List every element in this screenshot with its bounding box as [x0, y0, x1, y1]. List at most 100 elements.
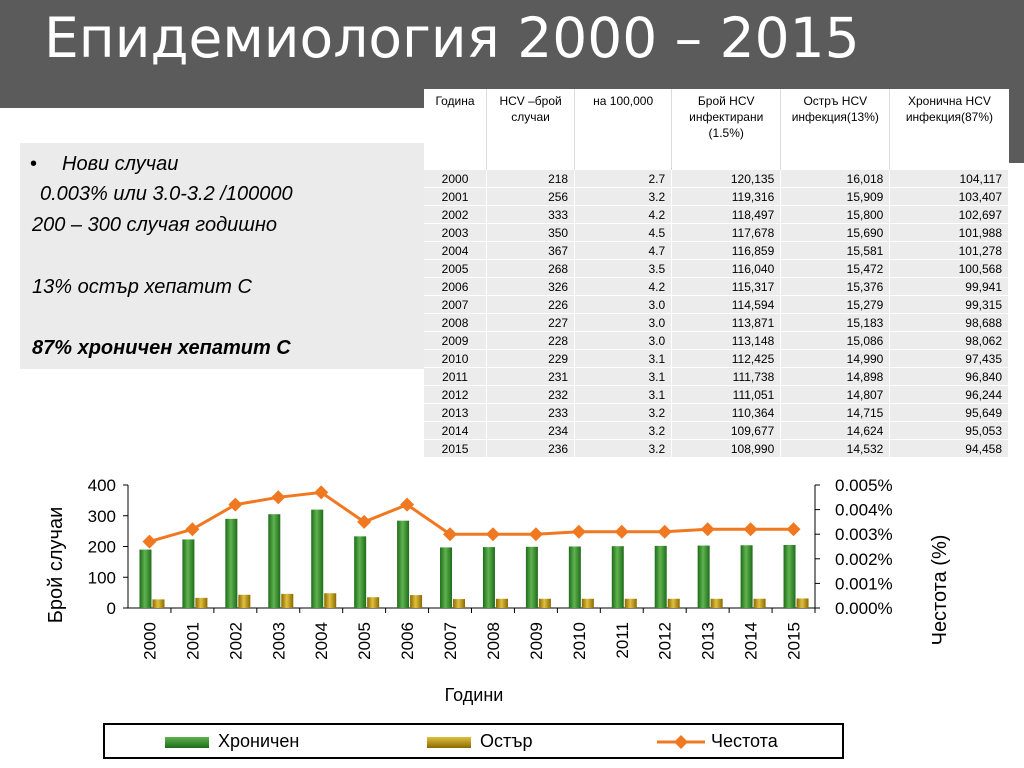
- point-rate: [614, 524, 629, 539]
- table-cell: 2007: [424, 295, 488, 314]
- table-cell: 2006: [424, 277, 488, 296]
- x-tick-label: 2000: [140, 622, 159, 660]
- bar-acute: [324, 593, 337, 608]
- table-cell: 3.2: [574, 403, 673, 422]
- table-row: 2005 268 3.5 116,040 15,472 100,568: [424, 259, 1009, 278]
- table-cell: 2001: [424, 187, 488, 206]
- point-rate: [400, 497, 415, 512]
- table-row: 2001 256 3.2 119,316 15,909 103,407: [424, 187, 1009, 206]
- table-cell: 3.1: [574, 367, 673, 386]
- table-header-row: Година HCV –брой случаи на 100,000 Брой …: [424, 89, 1009, 170]
- table-cell: 3.0: [574, 295, 673, 314]
- point-rate: [228, 497, 243, 512]
- table-cell: 113,148: [671, 331, 782, 350]
- bar-acute: [410, 595, 423, 608]
- table-cell: 108,990: [671, 439, 782, 457]
- bar-acute: [152, 599, 165, 608]
- epidemiology-table: Година HCV –брой случаи на 100,000 Брой …: [424, 89, 1009, 457]
- x-tick-label: 2008: [484, 622, 503, 660]
- bar-chronic: [354, 536, 367, 608]
- panel-line-acute: 13% остър хепатит С: [32, 276, 252, 298]
- table-cell: 15,183: [780, 313, 891, 332]
- table-cell: 229: [486, 349, 576, 368]
- table-cell: 112,425: [671, 349, 782, 368]
- table-row: 2014 234 3.2 109,677 14,624 95,053: [424, 421, 1009, 440]
- table-cell: 113,871: [671, 313, 782, 332]
- legend-label-acute: Остър: [480, 731, 533, 751]
- table-cell: 232: [486, 385, 576, 404]
- table-cell: 2.7: [574, 169, 673, 188]
- table-cell: 14,807: [780, 385, 891, 404]
- x-tick-label: 2015: [785, 622, 804, 660]
- point-rate: [271, 490, 286, 505]
- table-cell: 2005: [424, 259, 488, 278]
- table-cell: 96,244: [889, 385, 1009, 404]
- table-cell: 16,018: [780, 169, 891, 188]
- table-cell: 117,678: [671, 223, 782, 242]
- table-cell: 15,690: [780, 223, 891, 242]
- table-cell: 14,624: [780, 421, 891, 440]
- table-cell: 333: [486, 205, 576, 224]
- title-bar-edge: [1008, 0, 1024, 163]
- table-cell: 96,840: [889, 367, 1009, 386]
- point-rate: [485, 527, 500, 542]
- table-cell: 15,472: [780, 259, 891, 278]
- point-rate: [571, 524, 586, 539]
- bar-acute: [367, 597, 380, 608]
- header-acute: Остръ HCV инфекция(13%): [780, 89, 891, 170]
- bar-acute: [495, 598, 508, 608]
- legend-swatch-chronic: [165, 737, 209, 748]
- bar-chronic: [268, 514, 281, 608]
- bar-chronic: [397, 520, 410, 608]
- bar-acute: [753, 598, 766, 608]
- table-cell: 236: [486, 439, 576, 457]
- table-cell: 15,909: [780, 187, 891, 206]
- slide-title: Епидемиология 2000 – 2015: [44, 6, 860, 70]
- table-cell: 4.2: [574, 277, 673, 296]
- table-row: 2012 232 3.1 111,051 14,807 96,244: [424, 385, 1009, 404]
- table-cell: 95,649: [889, 403, 1009, 422]
- table-cell: 120,135: [671, 169, 782, 188]
- x-tick-label: 2010: [570, 622, 589, 660]
- table-cell: 3.1: [574, 349, 673, 368]
- bar-acute: [710, 598, 723, 608]
- table-cell: 233: [486, 403, 576, 422]
- bar-acute: [538, 598, 551, 608]
- table-cell: 14,898: [780, 367, 891, 386]
- table-cell: 256: [486, 187, 576, 206]
- table-cell: 111,738: [671, 367, 782, 386]
- table-cell: 2000: [424, 169, 488, 188]
- legend-swatch-rate: [657, 735, 705, 749]
- y-tick-label-left: 100: [88, 568, 116, 587]
- bar-chronic: [611, 546, 624, 608]
- point-rate: [142, 534, 157, 549]
- legend-swatch-acute: [427, 737, 471, 748]
- chart-legend: Хроничен Остър Честота: [103, 723, 844, 759]
- x-tick-label: 2005: [355, 622, 374, 660]
- panel-line-rate: 0.003% или 3.0-3.2 /100000: [40, 183, 293, 205]
- hcv-chart: 0 100 200 300 400 0.000% 0.001% 0.002% 0.003% 0.0…: [45, 476, 951, 705]
- bar-acute: [453, 599, 466, 608]
- point-rate: [700, 522, 715, 537]
- table-cell: 99,315: [889, 295, 1009, 314]
- left-text-panel: • Нови случаи 0.003% или 3.0-3.2 /100000…: [20, 143, 424, 369]
- table-cell: 227: [486, 313, 576, 332]
- bullet-icon: •: [30, 153, 38, 175]
- table-cell: 15,279: [780, 295, 891, 314]
- y-tick-label-left: 400: [88, 476, 116, 495]
- table-cell: 231: [486, 367, 576, 386]
- bar-chronic: [654, 545, 667, 608]
- table-cell: 226: [486, 295, 576, 314]
- bar-chronic: [740, 545, 753, 608]
- y-tick-label-left: 200: [88, 538, 116, 557]
- table-cell: 2009: [424, 331, 488, 350]
- bar-chronic: [697, 545, 710, 608]
- x-axis-label: Години: [445, 685, 504, 705]
- y-axis-label-left: Брой случаи: [45, 507, 67, 623]
- bar-acute: [667, 598, 680, 608]
- y-tick-label-right: 0.005%: [835, 476, 893, 495]
- point-rate: [743, 522, 758, 537]
- bar-chronic: [225, 518, 238, 608]
- x-tick-label: 2002: [226, 622, 245, 660]
- table-row: 2006 326 4.2 115,317 15,376 99,941: [424, 277, 1009, 296]
